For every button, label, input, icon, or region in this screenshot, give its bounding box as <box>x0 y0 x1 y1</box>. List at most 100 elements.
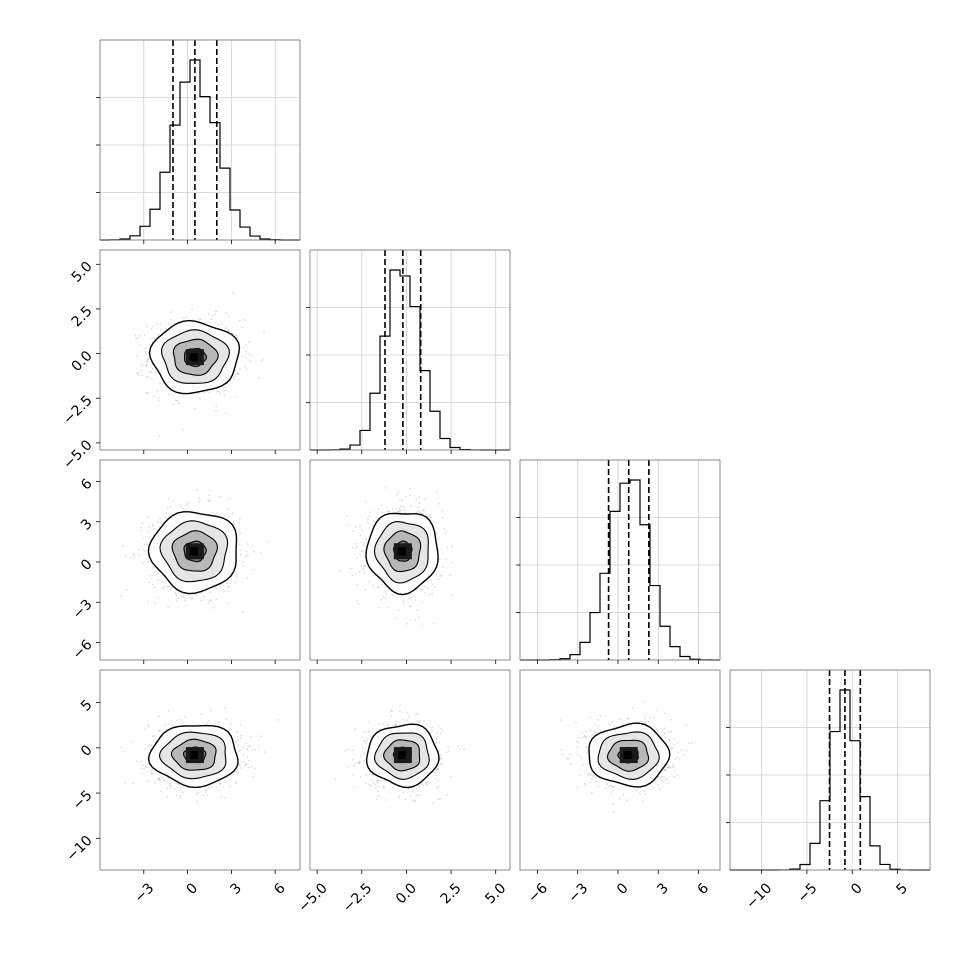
y-tick-label: 5.0 <box>69 259 96 286</box>
scatter-point <box>213 313 216 316</box>
scatter-point <box>386 510 389 512</box>
scatter-point <box>101 347 103 350</box>
scatter-point <box>137 554 140 556</box>
scatter-point <box>361 529 364 532</box>
scatter-point <box>244 344 247 347</box>
scatter-point <box>125 555 127 558</box>
x-tick-label: −5.0 <box>295 880 330 915</box>
scatter-point <box>251 544 254 547</box>
scatter-point <box>594 723 596 726</box>
scatter-point <box>136 355 138 358</box>
scatter-point <box>209 591 212 594</box>
scatter-point <box>146 770 149 773</box>
scatter-point <box>663 775 665 778</box>
scatter-point <box>435 787 438 790</box>
scatter-point <box>439 756 442 759</box>
scatter-point <box>245 555 247 557</box>
scatter-point <box>235 782 238 785</box>
scatter-point <box>405 496 407 498</box>
scatter-point <box>198 318 201 321</box>
scatter-point <box>449 776 452 778</box>
scatter-point <box>218 514 220 517</box>
scatter-point <box>418 721 421 724</box>
scatter-point <box>150 769 153 772</box>
scatter-point <box>233 581 236 584</box>
scatter-point <box>267 541 270 544</box>
scatter-point <box>239 749 242 751</box>
scatter-point <box>359 760 361 762</box>
y-tick-label: 3 <box>78 516 96 534</box>
scatter-point <box>360 736 363 738</box>
scatter-point <box>404 798 407 800</box>
scatter-point <box>149 371 152 374</box>
scatter-point <box>169 782 172 785</box>
scatter-point <box>427 587 429 589</box>
scatter-point <box>215 405 218 408</box>
scatter-point <box>245 550 248 553</box>
scatter-point <box>618 718 621 721</box>
density-peak <box>189 353 198 362</box>
scatter-point <box>365 501 368 504</box>
scatter-point <box>408 715 411 718</box>
scatter-point <box>132 782 135 784</box>
scatter-point <box>218 789 220 791</box>
scatter-point <box>435 731 438 734</box>
scatter-point <box>226 582 229 584</box>
scatter-point <box>353 765 355 767</box>
scatter-point <box>153 395 156 398</box>
scatter-point <box>179 795 182 798</box>
scatter-point <box>440 762 443 765</box>
scatter-point <box>418 616 421 618</box>
scatter-point <box>435 741 438 744</box>
scatter-point <box>416 609 419 611</box>
scatter-point <box>377 722 380 725</box>
scatter-point <box>437 779 440 782</box>
scatter-point <box>209 599 212 601</box>
scatter-point <box>252 568 255 571</box>
scatter-point <box>441 516 444 519</box>
scatter-point <box>245 368 248 371</box>
scatter-point <box>140 529 143 532</box>
scatter-point <box>366 521 369 524</box>
scatter-point <box>201 721 203 724</box>
scatter-point <box>150 370 153 373</box>
scatter-point <box>383 779 386 782</box>
scatter-point <box>147 746 149 748</box>
scatter-point <box>447 746 449 749</box>
scatter-point <box>398 795 401 798</box>
scatter-point <box>385 593 388 596</box>
scatter-point <box>239 367 241 370</box>
scatter-point <box>241 560 244 563</box>
scatter-point <box>610 792 612 795</box>
scatter-point <box>436 768 439 771</box>
scatter-point <box>437 771 440 774</box>
scatter-point <box>146 516 149 519</box>
scatter-point <box>199 318 202 321</box>
scatter-point <box>361 550 363 553</box>
scatter-point <box>434 774 437 777</box>
scatter-point <box>245 357 247 359</box>
scatter-point <box>578 774 581 777</box>
scatter-point <box>362 542 365 544</box>
scatter-point <box>238 543 241 546</box>
scatter-point <box>151 337 153 339</box>
scatter-point <box>406 719 409 722</box>
scatter-point <box>376 782 379 784</box>
scatter-point <box>420 783 423 786</box>
scatter-point <box>440 758 443 761</box>
scatter-point <box>351 574 354 577</box>
density-panel-1-2 <box>309 459 511 664</box>
scatter-point <box>182 595 185 598</box>
scatter-point <box>207 602 210 605</box>
scatter-point <box>173 788 176 790</box>
scatter-point <box>241 326 243 329</box>
y-tick-label: 0 <box>78 742 96 760</box>
scatter-point <box>246 553 249 556</box>
scatter-point <box>162 779 165 782</box>
scatter-point <box>612 789 615 792</box>
scatter-point <box>172 403 175 406</box>
scatter-point <box>140 365 143 367</box>
scatter-point <box>409 596 412 599</box>
scatter-point <box>120 594 122 597</box>
scatter-point <box>138 548 141 551</box>
